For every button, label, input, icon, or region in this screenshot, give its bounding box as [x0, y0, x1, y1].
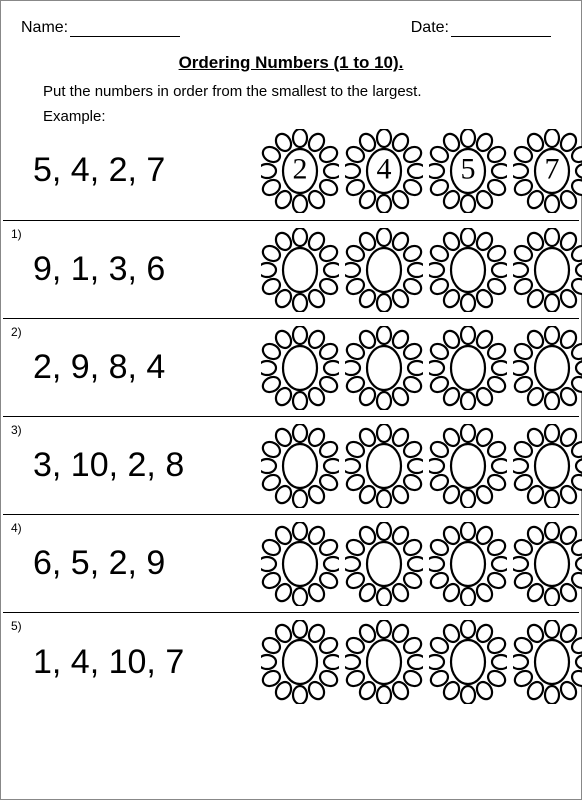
question-row: 5) 1, 4, 10, 7 — [3, 613, 579, 711]
name-blank[interactable] — [70, 22, 180, 37]
question-numbers: 9, 1, 3, 6 — [7, 250, 261, 289]
answer-blank[interactable] — [261, 424, 339, 508]
date-field[interactable]: Date: — [411, 19, 551, 37]
question-number: 3) — [11, 423, 22, 437]
answer-blank[interactable] — [261, 228, 339, 312]
answer-blank[interactable] — [261, 522, 339, 606]
flower-answer: 2 — [261, 129, 339, 213]
question-row: 2) 2, 9, 8, 4 — [3, 319, 579, 417]
name-field[interactable]: Name: — [21, 19, 180, 37]
answer-blank[interactable] — [429, 522, 507, 606]
answer-blank[interactable] — [261, 620, 339, 704]
example-flowers: 2 4 5 7 — [261, 129, 582, 213]
question-row: 4) 6, 5, 2, 9 — [3, 515, 579, 613]
worksheet: Name: Date: Ordering Numbers (1 to 10). … — [0, 0, 582, 800]
answer-flowers — [261, 228, 582, 312]
answer-blank[interactable] — [513, 620, 582, 704]
answer-flowers — [261, 424, 582, 508]
date-blank[interactable] — [451, 22, 551, 37]
flower-answer: 5 — [429, 129, 507, 213]
answer-blank[interactable] — [513, 424, 582, 508]
question-numbers: 1, 4, 10, 7 — [7, 643, 261, 682]
flower-answer: 4 — [345, 129, 423, 213]
question-number: 5) — [11, 619, 22, 633]
answer-blank[interactable] — [261, 326, 339, 410]
answer-blank[interactable] — [345, 228, 423, 312]
flower-answer: 7 — [513, 129, 582, 213]
question-numbers: 3, 10, 2, 8 — [7, 446, 261, 485]
example-answer-3: 7 — [545, 152, 560, 186]
example-answer-1: 4 — [377, 152, 392, 186]
example-answer-0: 2 — [293, 152, 308, 186]
question-number: 1) — [11, 227, 22, 241]
example-label: Example: — [3, 104, 579, 125]
answer-blank[interactable] — [429, 424, 507, 508]
answer-blank[interactable] — [345, 620, 423, 704]
question-numbers: 2, 9, 8, 4 — [7, 348, 261, 387]
answer-blank[interactable] — [429, 620, 507, 704]
answer-blank[interactable] — [513, 522, 582, 606]
worksheet-title: Ordering Numbers (1 to 10). — [3, 53, 579, 73]
answer-flowers — [261, 620, 582, 704]
question-number: 2) — [11, 325, 22, 339]
answer-blank[interactable] — [345, 522, 423, 606]
example-row: 5, 4, 2, 7 2 4 5 7 — [3, 125, 579, 221]
question-number: 4) — [11, 521, 22, 535]
name-label: Name: — [21, 19, 68, 36]
date-label: Date: — [411, 19, 449, 36]
instruction: Put the numbers in order from the smalle… — [3, 73, 579, 104]
answer-blank[interactable] — [513, 326, 582, 410]
answer-blank[interactable] — [429, 228, 507, 312]
example-numbers: 5, 4, 2, 7 — [7, 151, 261, 190]
answer-flowers — [261, 326, 582, 410]
question-row: 1) 9, 1, 3, 6 — [3, 221, 579, 319]
question-numbers: 6, 5, 2, 9 — [7, 544, 261, 583]
answer-blank[interactable] — [345, 424, 423, 508]
header: Name: Date: — [3, 5, 579, 43]
answer-flowers — [261, 522, 582, 606]
example-answer-2: 5 — [461, 152, 476, 186]
question-row: 3) 3, 10, 2, 8 — [3, 417, 579, 515]
answer-blank[interactable] — [513, 228, 582, 312]
answer-blank[interactable] — [429, 326, 507, 410]
answer-blank[interactable] — [345, 326, 423, 410]
